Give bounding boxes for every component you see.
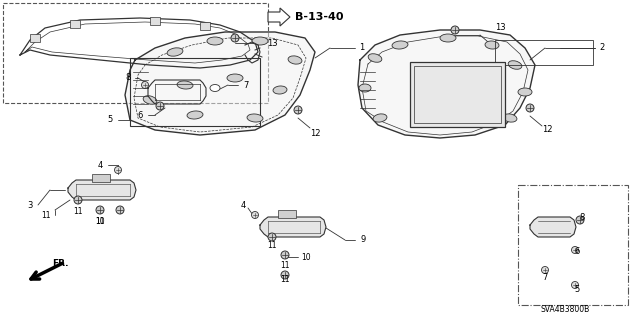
Ellipse shape (141, 81, 148, 88)
Ellipse shape (392, 41, 408, 49)
Ellipse shape (541, 266, 548, 273)
Text: 11: 11 (95, 218, 105, 226)
Ellipse shape (373, 114, 387, 122)
Ellipse shape (177, 81, 193, 89)
Bar (495, 40, 593, 65)
Ellipse shape (187, 111, 203, 119)
Ellipse shape (207, 37, 223, 45)
Text: FR.: FR. (52, 259, 68, 268)
Ellipse shape (288, 56, 302, 64)
Bar (92, 174, 110, 182)
Ellipse shape (96, 206, 104, 214)
Ellipse shape (503, 114, 517, 122)
Text: 10: 10 (301, 253, 311, 262)
Text: 5: 5 (574, 286, 580, 294)
Bar (150, 17, 160, 25)
Text: 9: 9 (360, 235, 365, 244)
Polygon shape (358, 30, 535, 138)
Bar (410, 62, 505, 127)
Ellipse shape (252, 211, 259, 219)
Text: 1: 1 (360, 43, 365, 53)
Ellipse shape (281, 251, 289, 259)
Ellipse shape (485, 41, 499, 49)
Ellipse shape (116, 206, 124, 214)
Ellipse shape (359, 84, 371, 92)
Ellipse shape (368, 54, 382, 62)
Text: 7: 7 (243, 80, 249, 90)
Text: 7: 7 (542, 273, 548, 283)
Bar (200, 22, 210, 30)
Text: 11: 11 (280, 276, 290, 285)
Text: 6: 6 (138, 110, 143, 120)
Text: 11: 11 (268, 241, 276, 249)
Text: 12: 12 (541, 125, 552, 135)
Polygon shape (260, 217, 326, 237)
Ellipse shape (227, 74, 243, 82)
Text: 11: 11 (280, 261, 290, 270)
Text: 12: 12 (310, 129, 320, 137)
Bar (278, 210, 296, 218)
Ellipse shape (74, 196, 82, 204)
Ellipse shape (518, 88, 532, 96)
Ellipse shape (115, 167, 122, 174)
Ellipse shape (572, 281, 579, 288)
Text: 11: 11 (73, 207, 83, 217)
Ellipse shape (167, 48, 183, 56)
Text: 4: 4 (241, 201, 246, 210)
Polygon shape (68, 180, 136, 200)
Text: 13: 13 (267, 39, 277, 48)
Bar (30, 34, 40, 42)
Bar (70, 20, 80, 28)
Ellipse shape (440, 34, 456, 42)
Text: SVA4B3800B: SVA4B3800B (540, 306, 589, 315)
Text: 8: 8 (125, 73, 131, 83)
Ellipse shape (572, 247, 579, 254)
Ellipse shape (273, 86, 287, 94)
Ellipse shape (252, 37, 268, 45)
Text: 5: 5 (108, 115, 113, 124)
Ellipse shape (231, 34, 239, 42)
Ellipse shape (576, 216, 584, 224)
Ellipse shape (143, 96, 157, 104)
Polygon shape (530, 217, 576, 237)
Ellipse shape (294, 106, 302, 114)
Ellipse shape (156, 102, 164, 110)
Ellipse shape (268, 233, 276, 241)
Polygon shape (268, 8, 290, 26)
Text: B-13-40: B-13-40 (295, 12, 344, 22)
Text: 4: 4 (97, 160, 102, 169)
Ellipse shape (526, 104, 534, 112)
Text: 10: 10 (95, 218, 105, 226)
Ellipse shape (281, 271, 289, 279)
Text: 2: 2 (600, 43, 605, 53)
Text: 6: 6 (574, 248, 580, 256)
Bar (130, 58, 260, 126)
Bar (518, 185, 628, 305)
Text: 11: 11 (41, 211, 51, 219)
Ellipse shape (508, 61, 522, 69)
Text: 8: 8 (579, 213, 585, 222)
Ellipse shape (247, 114, 263, 122)
Polygon shape (125, 32, 315, 135)
Bar (414, 66, 501, 123)
Text: 3: 3 (28, 201, 33, 210)
Ellipse shape (451, 26, 459, 34)
Ellipse shape (210, 85, 220, 92)
Text: 13: 13 (495, 24, 506, 33)
Bar (3, 3, 268, 103)
